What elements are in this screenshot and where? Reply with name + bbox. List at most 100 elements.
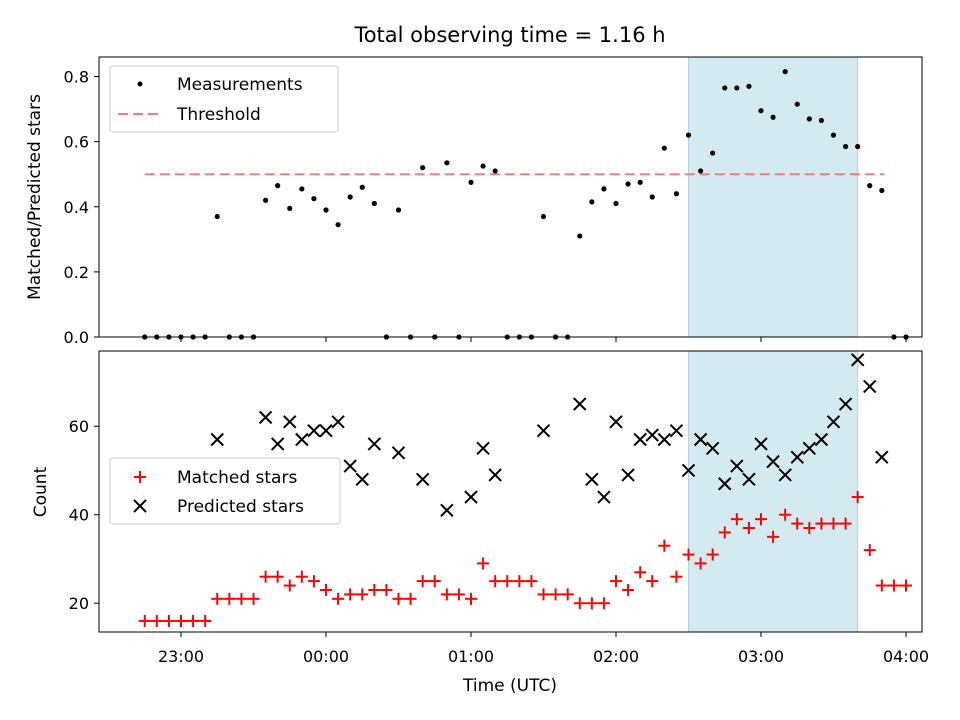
matched-star-point [658, 539, 671, 552]
legend-marker-matched [134, 471, 146, 483]
predicted-star-point [657, 432, 672, 447]
measurement-point [262, 197, 269, 203]
matched-star-point [428, 575, 441, 588]
y-tick-label: 0.6 [64, 133, 89, 152]
predicted-star-point [367, 437, 382, 451]
matched-star-point [344, 588, 357, 601]
bottom-panel: 20 40 60 23:00 00:00 01:00 02:00 03:00 04:00 Ti… [31, 350, 929, 696]
measurement-point [806, 116, 812, 122]
measurement-point [734, 85, 740, 91]
measurement-point [359, 184, 365, 190]
measurement-point [625, 181, 631, 187]
predicted-star-point [875, 450, 889, 464]
matched-star-point [283, 579, 296, 592]
matched-star-point [597, 597, 610, 610]
x-tick-label: 04:00 [883, 647, 929, 666]
matched-star-point [706, 548, 719, 561]
matched-star-point [755, 513, 767, 526]
legend-label-matched: Matched stars [177, 468, 297, 488]
predicted-star-point [283, 415, 297, 429]
matched-star-point [803, 522, 816, 535]
legend-box [109, 65, 339, 133]
matched-star-point [900, 579, 912, 592]
matched-star-point [440, 588, 453, 601]
predicted-star-point [814, 432, 829, 447]
predicted-star-point [730, 459, 744, 473]
measurement-point [830, 132, 837, 138]
bottom-y-axis-label: Count [31, 466, 51, 517]
measurement-point [480, 163, 486, 169]
matched-star-point [694, 557, 707, 570]
predicted-star-point [488, 468, 502, 482]
matched-star-point [271, 570, 284, 583]
matched-star-point [525, 575, 538, 588]
measurement-point [710, 150, 716, 156]
x-tick-label: 01:00 [448, 647, 494, 666]
bottom-axes-frame [98, 350, 923, 633]
matched-star-point [767, 530, 780, 543]
measurement-point [722, 85, 728, 91]
shaded-span-bottom [688, 350, 859, 633]
measurement-point [782, 69, 788, 75]
matched-star-point [779, 508, 792, 521]
top-axes-frame [98, 56, 923, 338]
y-tick-label: 60 [69, 417, 89, 436]
predicted-star-point [802, 441, 817, 456]
legend-marker-measurements [137, 81, 143, 87]
predicted-star-point [645, 428, 659, 442]
predicted-star-point [476, 441, 490, 456]
predicted-star-point [838, 397, 853, 411]
matched-star-point [839, 517, 852, 530]
measurement-point [589, 199, 595, 205]
matched-star-point [404, 592, 417, 605]
matched-star-point [392, 592, 405, 605]
measurement-point [323, 207, 329, 213]
predicted-star-point [585, 472, 599, 487]
measurement-point [758, 108, 764, 114]
y-tick-label: 0.2 [64, 263, 89, 282]
top-panel: 0.0 0.2 0.4 0.6 0.8 Total observing time = 1… [25, 23, 923, 347]
matched-star-point [307, 575, 320, 588]
measurement-point [855, 143, 861, 150]
predicted-star-point [850, 353, 865, 367]
matched-stars-series [138, 491, 912, 627]
x-tick-label: 03:00 [738, 647, 784, 666]
matched-star-point [863, 544, 876, 557]
matched-star-point [295, 570, 308, 583]
measurement-point [492, 168, 498, 174]
y-tick-label: 0.0 [64, 328, 89, 347]
predicted-star-point [597, 490, 611, 504]
measurement-point [275, 183, 281, 189]
matched-star-point [875, 579, 888, 592]
matched-star-point [356, 588, 369, 601]
predicted-star-point [669, 423, 684, 438]
bottom-y-axis: 20 40 60 [69, 417, 99, 613]
matched-star-point [187, 614, 200, 627]
matched-star-point [815, 517, 828, 530]
measurement-point [867, 183, 873, 189]
predicted-star-point [258, 410, 273, 425]
matched-star-point [573, 597, 586, 610]
measurement-point [818, 117, 825, 124]
predicted-star-point [705, 441, 720, 456]
predicted-star-point [210, 432, 224, 447]
matched-star-point [827, 517, 840, 530]
x-tick-label: 23:00 [158, 647, 204, 666]
matched-star-point [549, 588, 562, 601]
matched-star-point [162, 614, 175, 627]
predicted-star-point [718, 477, 732, 491]
predicted-star-point [681, 463, 696, 478]
matched-star-point [742, 522, 755, 535]
measurement-point [468, 179, 474, 185]
measurement-point [685, 132, 692, 138]
measurement-point [697, 168, 704, 174]
matched-star-point [150, 614, 163, 627]
predicted-star-point [742, 472, 756, 487]
legend-label-measurements: Measurements [177, 75, 303, 95]
predicted-star-point [621, 468, 635, 482]
matched-star-point [537, 588, 550, 601]
matched-star-point [368, 583, 381, 596]
matched-star-point [585, 597, 598, 610]
predicted-star-point [464, 490, 478, 504]
measurement-point [842, 143, 849, 150]
